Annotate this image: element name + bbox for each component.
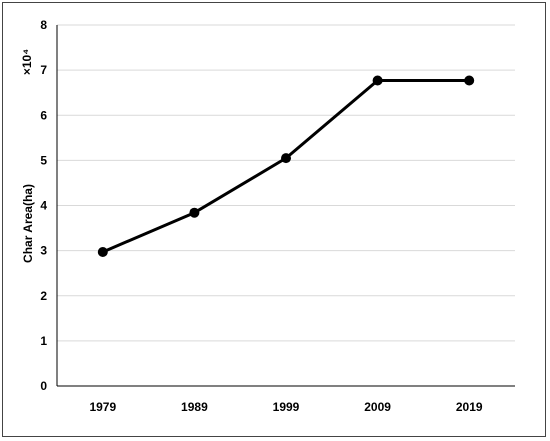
y-tick-label: 6 bbox=[40, 108, 47, 122]
chart-frame bbox=[2, 2, 546, 437]
x-tick-label: 1999 bbox=[273, 400, 300, 414]
y-tick-labels: 0 1 2 3 4 5 6 7 8 bbox=[40, 18, 47, 393]
y-tick-label: 0 bbox=[40, 379, 47, 393]
y-tick-label: 3 bbox=[40, 244, 47, 258]
x-tick-label: 2009 bbox=[364, 400, 391, 414]
y-axis-label: Char Area(ha) bbox=[21, 184, 35, 263]
axes bbox=[56, 25, 515, 387]
y-axis-multiplier: ×10⁴ bbox=[20, 49, 34, 75]
data-point bbox=[97, 246, 108, 257]
data-point bbox=[189, 207, 200, 218]
x-tick-label: 2019 bbox=[456, 400, 483, 414]
series bbox=[97, 75, 475, 257]
y-tick-label: 8 bbox=[40, 18, 47, 32]
y-tick-label: 5 bbox=[40, 153, 47, 167]
y-tick-label: 4 bbox=[40, 199, 47, 213]
grid-lines bbox=[57, 24, 515, 342]
x-tick-label: 1989 bbox=[181, 400, 208, 414]
x-tick-label: 1979 bbox=[89, 400, 116, 414]
y-tick-label: 7 bbox=[40, 63, 47, 77]
y-tick-label: 1 bbox=[40, 334, 47, 348]
data-point bbox=[281, 153, 291, 164]
data-point bbox=[372, 75, 383, 86]
y-tick-label: 2 bbox=[40, 289, 47, 303]
x-tick-labels: 1979 1989 1999 2009 2019 bbox=[89, 400, 482, 414]
series-line bbox=[102, 79, 470, 254]
data-point bbox=[464, 75, 475, 86]
